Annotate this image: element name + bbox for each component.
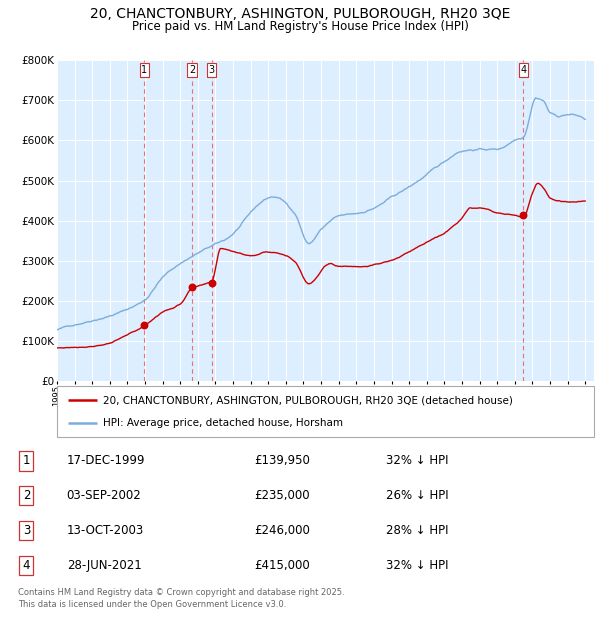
Text: 1: 1 xyxy=(23,454,30,467)
Text: 3: 3 xyxy=(23,524,30,537)
Text: 20, CHANCTONBURY, ASHINGTON, PULBOROUGH, RH20 3QE (detached house): 20, CHANCTONBURY, ASHINGTON, PULBOROUGH,… xyxy=(103,396,512,405)
Text: 13-OCT-2003: 13-OCT-2003 xyxy=(67,524,144,537)
Text: £415,000: £415,000 xyxy=(254,559,310,572)
Point xyxy=(140,320,149,330)
Text: HPI: Average price, detached house, Horsham: HPI: Average price, detached house, Hors… xyxy=(103,418,343,428)
Text: 32% ↓ HPI: 32% ↓ HPI xyxy=(386,454,449,467)
Text: 28-JUN-2021: 28-JUN-2021 xyxy=(67,559,142,572)
Text: 03-SEP-2002: 03-SEP-2002 xyxy=(67,489,142,502)
Text: 17-DEC-1999: 17-DEC-1999 xyxy=(67,454,145,467)
Point xyxy=(187,282,197,292)
Text: 28% ↓ HPI: 28% ↓ HPI xyxy=(386,524,449,537)
Text: 1: 1 xyxy=(141,65,148,75)
Text: £246,000: £246,000 xyxy=(254,524,310,537)
Text: £235,000: £235,000 xyxy=(254,489,310,502)
Text: 26% ↓ HPI: 26% ↓ HPI xyxy=(386,489,449,502)
Text: 32% ↓ HPI: 32% ↓ HPI xyxy=(386,559,449,572)
Point xyxy=(518,210,528,219)
Text: Price paid vs. HM Land Registry's House Price Index (HPI): Price paid vs. HM Land Registry's House … xyxy=(131,20,469,33)
Text: 2: 2 xyxy=(189,65,195,75)
Text: This data is licensed under the Open Government Licence v3.0.: This data is licensed under the Open Gov… xyxy=(18,600,286,609)
Text: 4: 4 xyxy=(520,65,526,75)
Text: 20, CHANCTONBURY, ASHINGTON, PULBOROUGH, RH20 3QE: 20, CHANCTONBURY, ASHINGTON, PULBOROUGH,… xyxy=(90,7,510,22)
Text: 3: 3 xyxy=(209,65,215,75)
Text: Contains HM Land Registry data © Crown copyright and database right 2025.: Contains HM Land Registry data © Crown c… xyxy=(18,588,344,597)
Text: £139,950: £139,950 xyxy=(254,454,310,467)
Text: 4: 4 xyxy=(23,559,30,572)
Point xyxy=(207,278,217,288)
Text: 2: 2 xyxy=(23,489,30,502)
